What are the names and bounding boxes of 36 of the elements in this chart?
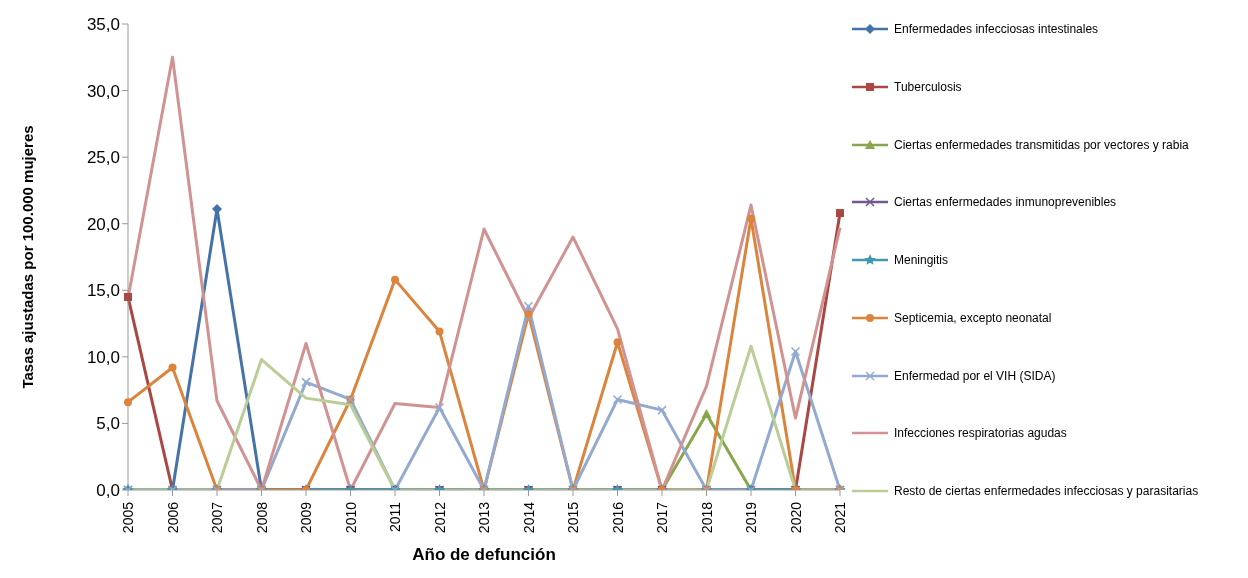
x-tick-label: 2014 (520, 501, 537, 534)
x-tick-label: 2005 (120, 501, 136, 534)
x-tick-label: 2010 (342, 501, 359, 534)
legend-label: Resto de ciertas enfermedades infecciosas y parasitarias (894, 484, 1199, 498)
y-tick-label: 10,0 (86, 347, 120, 367)
x-tick-label: 2013 (476, 501, 492, 534)
legend-label: Ciertas enfermedades transmitidas por vectores y rabia (894, 137, 1189, 152)
x-tick-label: 2007 (209, 501, 225, 534)
legend-label: Enfermedad por el VIH (SIDA) (894, 368, 1056, 383)
legend-label: Septicemia, excepto neonatal (894, 310, 1052, 325)
y-tick-label: 0,0 (96, 481, 120, 501)
y-tick-label: 15,0 (86, 281, 120, 301)
legend-label: Infecciones respiratorias agudas (894, 426, 1067, 441)
x-tick-label: 2016 (609, 501, 626, 534)
legend-label: Meningitis (894, 253, 949, 267)
x-tick-label: 2018 (698, 501, 715, 534)
x-tick-label: 2020 (787, 501, 804, 534)
x-tick-label: 2008 (253, 501, 270, 534)
x-axis-title: Año de defunción (412, 545, 556, 564)
y-tick-label: 5,0 (96, 414, 120, 434)
x-tick-label: 2017 (654, 501, 670, 534)
legend-label: Ciertas enfermedades inmunoprevenibles (894, 195, 1117, 210)
legend-label: Tuberculosis (894, 79, 962, 94)
legend-label: Enfermedades infecciosas intestinales (894, 22, 1099, 36)
x-tick-label: 2015 (565, 501, 581, 534)
x-tick-label: 2009 (298, 501, 314, 534)
y-tick-label: 20,0 (86, 214, 120, 234)
x-tick-label: 2019 (743, 501, 759, 534)
y-tick-label: 35,0 (86, 15, 120, 35)
y-tick-label: 30,0 (86, 81, 120, 101)
x-tick-label: 2012 (431, 501, 448, 534)
y-axis-title: Tasas ajustadas por 100.000 mujeres (19, 125, 37, 389)
x-tick-label: 2006 (164, 501, 181, 534)
y-tick-label: 25,0 (86, 148, 120, 168)
x-tick-label: 2021 (832, 501, 848, 534)
x-tick-label: 2011 (387, 501, 403, 533)
